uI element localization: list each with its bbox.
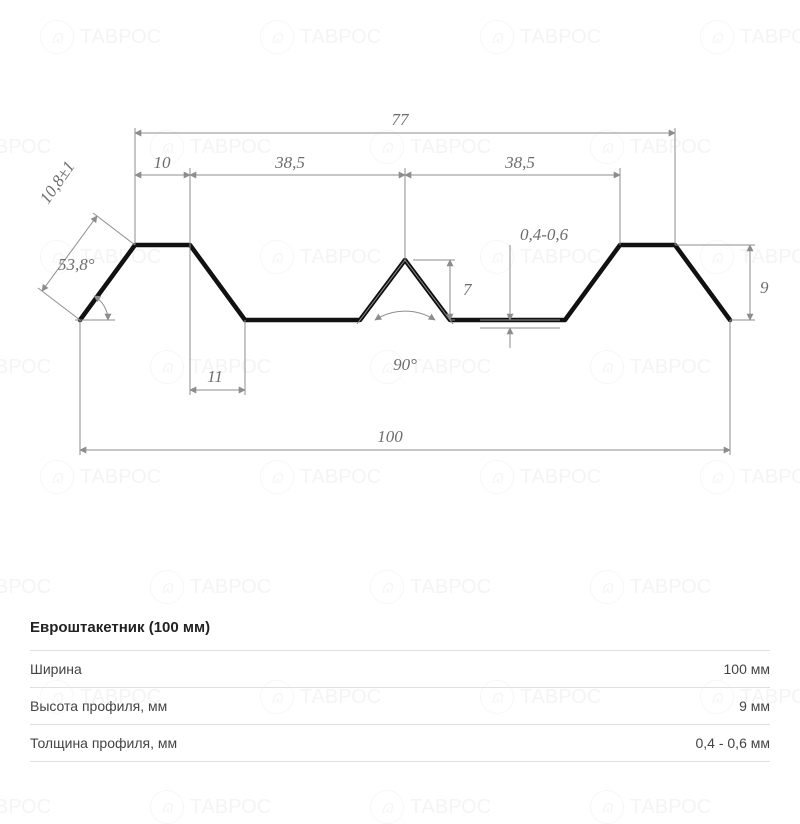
spec-value: 9 мм — [739, 698, 770, 714]
dim-label-bottom_offset: 11 — [207, 367, 223, 386]
dim-label-overall_width: 100 — [377, 427, 403, 446]
diagram-svg: 100 77 38,5 38,5 10 10,8±1 53,8° 11 90° 7 0,4-0,6 9 — [0, 0, 800, 580]
spec-value: 0,4 - 0,6 мм — [695, 735, 770, 751]
watermark: ⩄ТАВРОС — [150, 790, 271, 824]
watermark: ⩄ТАВРОС — [0, 790, 51, 824]
dim-label-half_span_right: 38,5 — [504, 153, 535, 172]
spec-label: Толщина профиля, мм — [30, 735, 177, 751]
spec-row: Ширина 100 мм — [30, 650, 770, 687]
dim-label-angle_left: 53,8° — [58, 255, 95, 274]
watermark: ⩄ТАВРОС — [590, 790, 711, 824]
dim-label-half_span_left: 38,5 — [274, 153, 305, 172]
dim-label-top_span: 77 — [392, 110, 411, 129]
dim-label-top_flat: 10 — [154, 153, 172, 172]
spec-row: Толщина профиля, мм 0,4 - 0,6 мм — [30, 724, 770, 762]
spec-label: Высота профиля, мм — [30, 698, 167, 714]
spec-row: Высота профиля, мм 9 мм — [30, 687, 770, 724]
dim-label-thickness: 0,4-0,6 — [520, 225, 569, 244]
spec-table: Евроштакетник (100 мм) Ширина 100 мм Высот… — [30, 619, 770, 762]
spec-label: Ширина — [30, 661, 82, 677]
dim-label-right_height: 9 — [760, 278, 769, 297]
dim-label-center_angle: 90° — [393, 355, 417, 374]
dim-label-side_left_label: 10,8±1 — [36, 157, 79, 207]
spec-value: 100 мм — [724, 661, 771, 677]
dim-label-center_height: 7 — [463, 280, 473, 299]
profile-diagram: 100 77 38,5 38,5 10 10,8±1 53,8° 11 90° 7 0,4-0,6 9 — [0, 0, 800, 580]
watermark: ⩄ТАВРОС — [370, 790, 491, 824]
spec-title: Евроштакетник (100 мм) — [30, 619, 770, 636]
